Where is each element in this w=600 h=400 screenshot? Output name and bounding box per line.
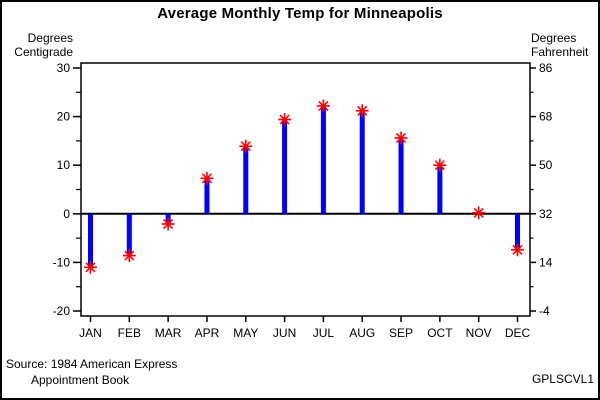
month-label: FEB <box>118 326 141 340</box>
needle <box>359 110 365 214</box>
month-label: JUL <box>313 326 335 340</box>
right-y-tick-label: 86 <box>539 61 553 75</box>
right-y-tick-label: 68 <box>539 110 553 124</box>
star-marker <box>200 171 214 185</box>
needle <box>243 146 249 214</box>
chart-title: Average Monthly Temp for Minneapolis <box>157 5 443 22</box>
plot-frame <box>80 62 531 317</box>
right-axis-label-line1: Degrees <box>531 31 577 45</box>
right-axis-label-line2: Fahrenheit <box>531 45 589 59</box>
left-axis-label-line2: Centigrade <box>14 45 73 59</box>
star-marker <box>239 139 253 153</box>
month-label: JAN <box>79 326 102 340</box>
needle <box>437 165 443 214</box>
needle <box>320 105 326 214</box>
star-marker <box>316 99 330 113</box>
month-label: APR <box>195 326 220 340</box>
star-marker <box>278 113 292 127</box>
left-axis-label: Degrees Centigrade <box>2 31 73 59</box>
left-y-tick-label: 0 <box>63 207 70 221</box>
star-marker <box>472 206 486 220</box>
month-label: OCT <box>427 326 453 340</box>
needle <box>515 213 520 250</box>
month-label: AUG <box>349 326 375 340</box>
source-footnote-line1: Source: 1984 American Express <box>6 357 178 371</box>
left-axis-label-line1: Degrees <box>27 31 73 45</box>
right-y-tick-label: 32 <box>539 207 553 221</box>
left-y-tick-label: -10 <box>53 255 71 269</box>
left-y-tick-label: 10 <box>57 158 71 172</box>
needle <box>398 137 404 214</box>
star-marker <box>511 243 524 257</box>
needle <box>204 178 210 214</box>
left-y-tick-label: 20 <box>57 110 71 124</box>
program-id-label: GPLSCVL1 <box>531 372 594 386</box>
right-axis-label: Degrees Fahrenheit <box>531 31 598 59</box>
month-label: DEC <box>505 326 531 340</box>
month-label: NOV <box>466 326 492 340</box>
star-marker <box>161 217 175 231</box>
month-label: SEP <box>389 326 413 340</box>
star-marker <box>122 249 136 263</box>
right-y-tick-label: 50 <box>539 158 553 172</box>
month-label: JUN <box>273 326 296 340</box>
star-marker <box>84 260 97 274</box>
month-label: MAY <box>233 326 258 340</box>
needle <box>126 213 132 256</box>
left-y-tick-label: 30 <box>57 61 71 75</box>
star-marker <box>355 104 369 118</box>
left-y-tick-label: -20 <box>53 304 71 318</box>
right-y-tick-label: -4 <box>539 304 550 318</box>
star-marker <box>433 158 447 172</box>
needle <box>88 213 93 268</box>
month-label: MAR <box>155 326 182 340</box>
needle <box>282 119 288 214</box>
star-marker <box>394 131 408 145</box>
right-y-tick-label: 14 <box>539 255 553 269</box>
source-footnote-line2: Appointment Book <box>31 373 130 387</box>
